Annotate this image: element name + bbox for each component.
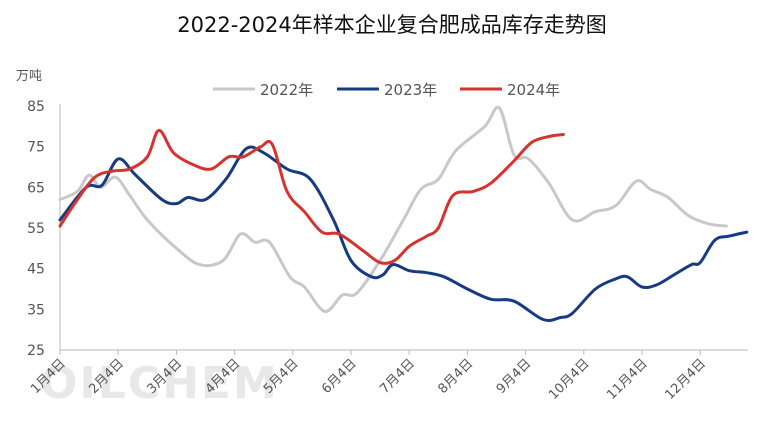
x-tick-label: 11月4日 [604,356,651,403]
y-tick-label: 65 [27,180,45,196]
x-tick-label: 9月4日 [494,356,535,397]
legend: 2022年 2023年 2024年 [213,81,560,99]
x-tick-label: 8月4日 [436,356,477,397]
chart-title: 2022-2024年样本企业复合肥成品库存走势图 [177,13,606,37]
y-tick-label: 75 [27,140,45,156]
x-tick-label: 6月4日 [319,356,360,397]
plot-area [58,105,749,322]
y-axis: 25 35 45 55 65 75 85 [27,99,61,359]
y-tick-label: 25 [27,343,45,359]
series-line-2023年 [58,145,749,322]
y-tick-label: 35 [27,302,45,318]
watermark: OILCHEM [40,358,279,409]
y-tick-label: 85 [27,99,45,115]
y-tick-label: 55 [27,221,45,237]
legend-label: 2024年 [507,81,560,99]
x-tick-label: 12月4日 [662,356,709,403]
x-tick-label: 7月4日 [377,356,418,397]
legend-label: 2023年 [384,81,437,99]
y-tick-label: 45 [27,262,45,278]
legend-label: 2022年 [260,81,313,99]
x-tick-label: 10月4日 [546,356,593,403]
y-axis-unit: 万吨 [16,69,42,84]
series-line-2024年 [58,128,565,265]
series-line-2022年 [58,105,728,313]
